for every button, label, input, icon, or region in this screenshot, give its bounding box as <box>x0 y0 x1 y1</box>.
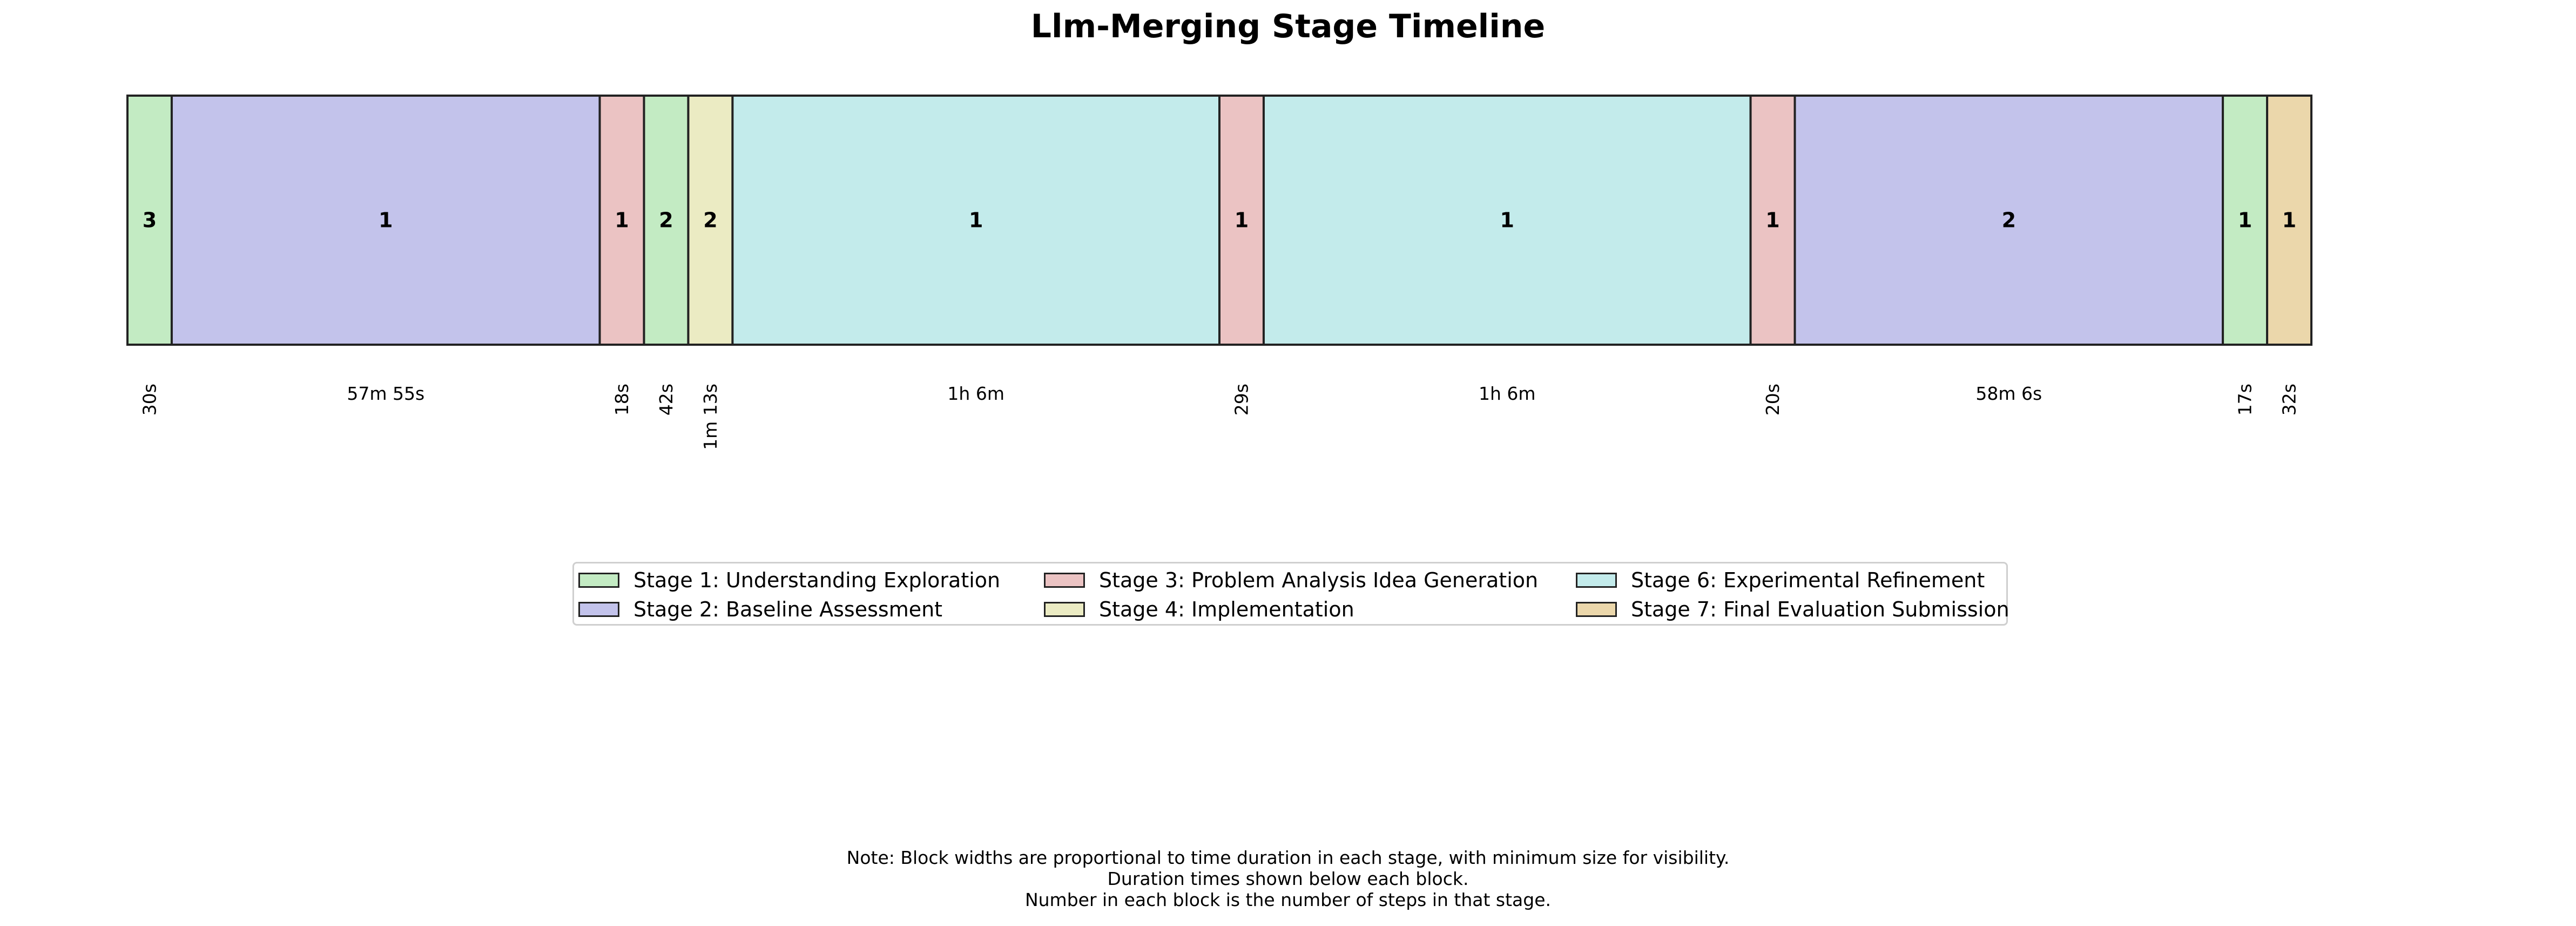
note-line-3: Number in each block is the number of st… <box>1024 889 1552 910</box>
legend-swatch <box>1044 573 1085 588</box>
block-duration-label-8: 1h 6m <box>1479 383 1536 404</box>
block-steps-label-2: 1 <box>379 209 393 232</box>
timeline-block-5 <box>687 95 734 346</box>
legend-label: Stage 3: Problem Analysis Idea Generatio… <box>1099 568 1539 592</box>
block-steps-label-9: 1 <box>1765 209 1779 232</box>
timeline-block-8 <box>1262 95 1752 346</box>
block-duration-label-2: 57m 55s <box>347 383 424 404</box>
legend-label: Stage 6: Experimental Refinement <box>1631 568 1985 592</box>
block-steps-label-5: 2 <box>703 209 717 232</box>
block-duration-label-7: 29s <box>1231 384 1252 415</box>
note-line-2: Duration times shown below each block. <box>1107 868 1469 889</box>
block-duration-label-6: 1h 6m <box>947 383 1004 404</box>
block-steps-label-4: 2 <box>659 209 673 232</box>
block-steps-label-1: 3 <box>143 209 157 232</box>
block-steps-label-3: 1 <box>615 209 629 232</box>
timeline-block-3 <box>598 95 645 346</box>
note-line-1: Note: Block widths are proportional to t… <box>846 847 1730 868</box>
legend-item-stage-4: Stage 4: Implementation <box>1044 596 1354 623</box>
block-duration-label-11: 17s <box>2235 384 2256 415</box>
chart-legend: Stage 1: Understanding Exploration Stage … <box>572 562 2009 626</box>
legend-swatch <box>1576 573 1617 588</box>
block-steps-label-11: 1 <box>2238 209 2252 232</box>
block-duration-label-12: 32s <box>2279 384 2300 415</box>
legend-item-stage-1: Stage 1: Understanding Exploration <box>578 567 1000 594</box>
legend-label: Stage 1: Understanding Exploration <box>633 568 1001 592</box>
timeline-block-4 <box>643 95 690 346</box>
legend-swatch <box>1044 602 1085 617</box>
timeline-block-6 <box>731 95 1221 346</box>
block-steps-label-12: 1 <box>2282 209 2296 232</box>
legend-item-stage-3: Stage 3: Problem Analysis Idea Generatio… <box>1044 567 1538 594</box>
timeline-block-10 <box>1793 95 2224 346</box>
block-duration-label-3: 18s <box>611 384 632 415</box>
chart-title: Llm-Merging Stage Timeline <box>1030 8 1546 45</box>
timeline-block-11 <box>2222 95 2269 346</box>
block-duration-label-9: 20s <box>1762 384 1783 415</box>
block-steps-label-7: 1 <box>1235 209 1249 232</box>
block-steps-label-6: 1 <box>969 209 983 232</box>
timeline-block-2 <box>170 95 601 346</box>
legend-label: Stage 4: Implementation <box>1099 598 1354 621</box>
legend-label: Stage 7: Final Evaluation Submission <box>1631 598 2009 621</box>
legend-item-stage-6: Stage 6: Experimental Refinement <box>1576 567 1985 594</box>
block-duration-label-4: 42s <box>656 384 677 415</box>
legend-swatch <box>578 602 619 617</box>
block-duration-label-10: 58m 6s <box>1975 383 2042 404</box>
block-duration-label-5: 1m 13s <box>700 384 721 450</box>
legend-label: Stage 2: Baseline Assessment <box>633 598 943 621</box>
block-steps-label-10: 2 <box>2002 209 2016 232</box>
timeline-block-9 <box>1749 95 1796 346</box>
legend-item-stage-2: Stage 2: Baseline Assessment <box>578 596 942 623</box>
legend-swatch <box>578 573 619 588</box>
block-duration-label-1: 30s <box>139 384 160 415</box>
legend-swatch <box>1576 602 1617 617</box>
chart-note: Note: Block widths are proportional to t… <box>0 847 2576 910</box>
timeline-block-12 <box>2266 95 2312 346</box>
block-steps-label-8: 1 <box>1500 209 1514 232</box>
legend-item-stage-7: Stage 7: Final Evaluation Submission <box>1576 596 2009 623</box>
timeline-block-1 <box>126 95 173 346</box>
